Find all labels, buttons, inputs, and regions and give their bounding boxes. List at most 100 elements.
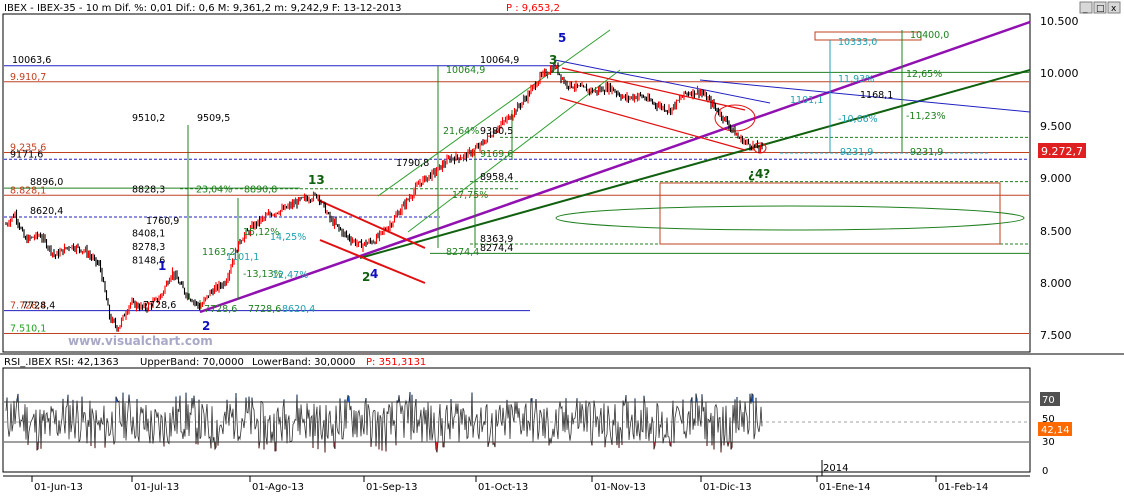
- maximize-icon: □: [1096, 4, 1105, 14]
- minimize-icon: _: [1082, 4, 1088, 14]
- price-plot-frame: [2, 13, 1031, 353]
- date-label: 01-Dic-13: [703, 482, 752, 493]
- level-label: 8274,4: [480, 243, 513, 254]
- level-label: 8278,3: [132, 242, 165, 253]
- level-lines: [4, 65, 1029, 334]
- wave-label: 5: [558, 31, 566, 45]
- date-label: 01-Nov-13: [594, 482, 646, 493]
- rsi-header: RSI_.IBEX RSI: 42,1363 UpperBand: 70,000…: [4, 357, 426, 368]
- maximize-button[interactable]: □: [1093, 1, 1107, 14]
- level-label: 7.510,1: [10, 323, 46, 334]
- level-label: 15,12%: [243, 227, 279, 238]
- price-axis: 10.500 10.000 9.500 9.000 8.500 8.000 7.…: [1038, 15, 1086, 342]
- level-label: 21,64%: [443, 126, 479, 137]
- level-label: 11,93%: [838, 74, 874, 85]
- rsi-tick: 30: [1042, 437, 1055, 448]
- level-label: 7728,6: [143, 300, 176, 311]
- level-label: 8828,3: [132, 184, 165, 195]
- level-label: 1101,1: [226, 252, 259, 263]
- date-axis: 2014 01-Jun-13 01-Jul-13 01-Ago-13 01-Sep-1…: [3, 460, 1030, 493]
- level-label: 14,25%: [270, 232, 306, 243]
- rsi-upper-band: UpperBand: 70,0000: [140, 357, 244, 368]
- level-label: 9171,6: [10, 149, 43, 160]
- level-label: 8148,6: [132, 256, 165, 267]
- level-label: 9169,6: [480, 149, 513, 160]
- level-label: 9510,2: [132, 113, 165, 124]
- year-label: 2014: [823, 463, 848, 474]
- date-label: 01-Ene-14: [819, 482, 870, 493]
- level-label: 9380,5: [480, 126, 513, 137]
- level-label: 12,65%: [906, 69, 942, 80]
- level-label: 1790,8: [396, 158, 429, 169]
- price-tick: 8.000: [1040, 277, 1072, 290]
- level-label: 8363,9: [480, 234, 513, 245]
- date-label: 01-Feb-14: [938, 482, 988, 493]
- level-label: 17,75%: [452, 190, 488, 201]
- rsi-tick: 70: [1042, 395, 1055, 406]
- close-icon: x: [1111, 4, 1117, 14]
- price-tick: 10.500: [1040, 15, 1079, 28]
- rsi-lower-band: LowerBand: 30,0000: [252, 357, 356, 368]
- level-label: 8408,1: [132, 228, 165, 239]
- minimize-button[interactable]: _: [1079, 1, 1093, 14]
- date-label: 01-Ago-13: [252, 482, 304, 493]
- chart-title: IBEX - IBEX-35 - 10 m Dif. %: 0,01 Dif.:…: [4, 3, 402, 14]
- price-tick: 10.000: [1040, 67, 1079, 80]
- wave-label: 2: [202, 319, 210, 333]
- level-label: 8.828,1: [10, 185, 46, 196]
- close-button[interactable]: x: [1107, 1, 1121, 14]
- rsi-axis: 70 50 30 0 42,14: [1038, 392, 1072, 477]
- price-tick: 8.500: [1040, 225, 1072, 238]
- level-label: 7728,6: [204, 304, 237, 315]
- level-label: 12,47%: [272, 270, 308, 281]
- rsi-series: [4, 391, 1029, 453]
- current-price-badge: [1038, 143, 1086, 158]
- level-label: 23,04%: [196, 184, 232, 195]
- rsi-p-value: P: 351,3131: [366, 357, 426, 368]
- level-label: 8890,8: [244, 184, 277, 195]
- level-label: 10064,9: [480, 55, 519, 66]
- level-label: 1101,1: [790, 95, 823, 106]
- wave-label: 2: [362, 270, 370, 284]
- rsi-current-badge: [1038, 422, 1072, 436]
- date-label: 01-Jul-13: [134, 482, 179, 493]
- price-tick: 9.500: [1040, 120, 1072, 133]
- level-label: 10063,6: [12, 55, 51, 66]
- rsi-line: [5, 391, 763, 453]
- level-label: 1760,9: [146, 216, 179, 227]
- level-label: -13,13%: [243, 269, 283, 280]
- level-label: -10,66%: [838, 114, 878, 125]
- wave-label: 13: [308, 173, 325, 187]
- level-label: 8620,4: [30, 206, 63, 217]
- level-label: 1168,1: [860, 90, 893, 101]
- level-label: 9231,9: [910, 147, 943, 158]
- wave-label: 1: [158, 259, 166, 273]
- rsi-name: RSI_.IBEX RSI: 42,1363: [4, 357, 119, 368]
- level-label: 9.910,7: [10, 72, 46, 83]
- wave-label: 4: [370, 267, 378, 281]
- level-label: 7.728,4: [10, 301, 46, 312]
- price-tick: 9.000: [1040, 172, 1072, 185]
- watermark: www.visualchart.com: [68, 334, 213, 348]
- rsi-current-value: 42,14: [1041, 425, 1070, 436]
- rsi-tick: 50: [1042, 414, 1055, 425]
- level-label: 7728,6: [248, 304, 281, 315]
- date-label: 01-Jun-13: [34, 482, 83, 493]
- level-label: 7728,4: [22, 301, 55, 312]
- chart-title-price: P : 9,653,2: [506, 3, 560, 14]
- level-label: -11,23%: [906, 111, 946, 122]
- level-label: 1163,2: [202, 247, 235, 258]
- level-label: 10400,0: [910, 30, 949, 41]
- level-label: 8958,4: [480, 172, 513, 183]
- rsi-plot-frame: [2, 367, 1031, 473]
- level-label: 8620,4: [282, 304, 315, 315]
- wave-label: ¿4?: [748, 167, 770, 181]
- date-label: 01-Oct-13: [478, 482, 528, 493]
- rsi-tick: 0: [1042, 466, 1048, 477]
- level-label: 8896,0: [30, 177, 63, 188]
- level-label: 9.235,6: [10, 143, 46, 154]
- level-label: 8274,4: [446, 247, 479, 258]
